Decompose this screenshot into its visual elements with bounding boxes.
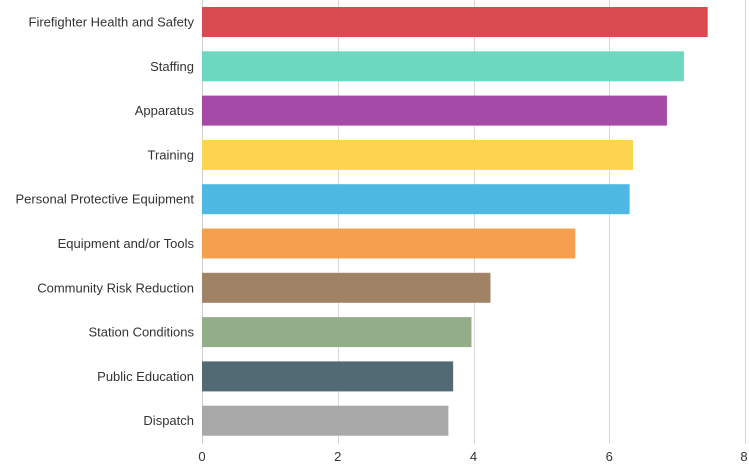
bar-dispatch[interactable]: [202, 405, 449, 436]
category-label: Staffing: [150, 59, 194, 74]
x-axis-ticks: 0 2 4 6 8: [198, 449, 747, 464]
category-label: Station Conditions: [88, 325, 194, 340]
bar-equipment-and-or-tools[interactable]: [202, 228, 576, 259]
bar-station-conditions[interactable]: [202, 317, 472, 348]
category-label: Public Education: [97, 369, 194, 384]
category-label: Firefighter Health and Safety: [29, 15, 195, 30]
category-label: Training: [148, 147, 194, 162]
category-label: Dispatch: [143, 413, 194, 428]
x-tick-label: 8: [740, 449, 747, 464]
category-label: Community Risk Reduction: [37, 280, 194, 295]
category-labels: Firefighter Health and Safety Staffing App…: [16, 15, 195, 429]
bar-community-risk-reduction[interactable]: [202, 272, 491, 303]
bars: [202, 7, 708, 436]
category-label: Equipment and/or Tools: [58, 236, 195, 251]
bar-staffing[interactable]: [202, 51, 684, 82]
x-tick-label: 6: [606, 449, 613, 464]
category-label: Apparatus: [135, 103, 195, 118]
bar-apparatus[interactable]: [202, 95, 667, 126]
bar-public-education[interactable]: [202, 361, 454, 392]
bar-firefighter-health-and-safety[interactable]: [202, 7, 708, 37]
category-label: Personal Protective Equipment: [16, 192, 195, 207]
x-tick-label: 4: [470, 449, 477, 464]
x-tick-label: 2: [334, 449, 341, 464]
x-tick-label: 0: [198, 449, 205, 464]
bar-training[interactable]: [202, 139, 634, 170]
bar-personal-protective-equipment[interactable]: [202, 184, 630, 215]
